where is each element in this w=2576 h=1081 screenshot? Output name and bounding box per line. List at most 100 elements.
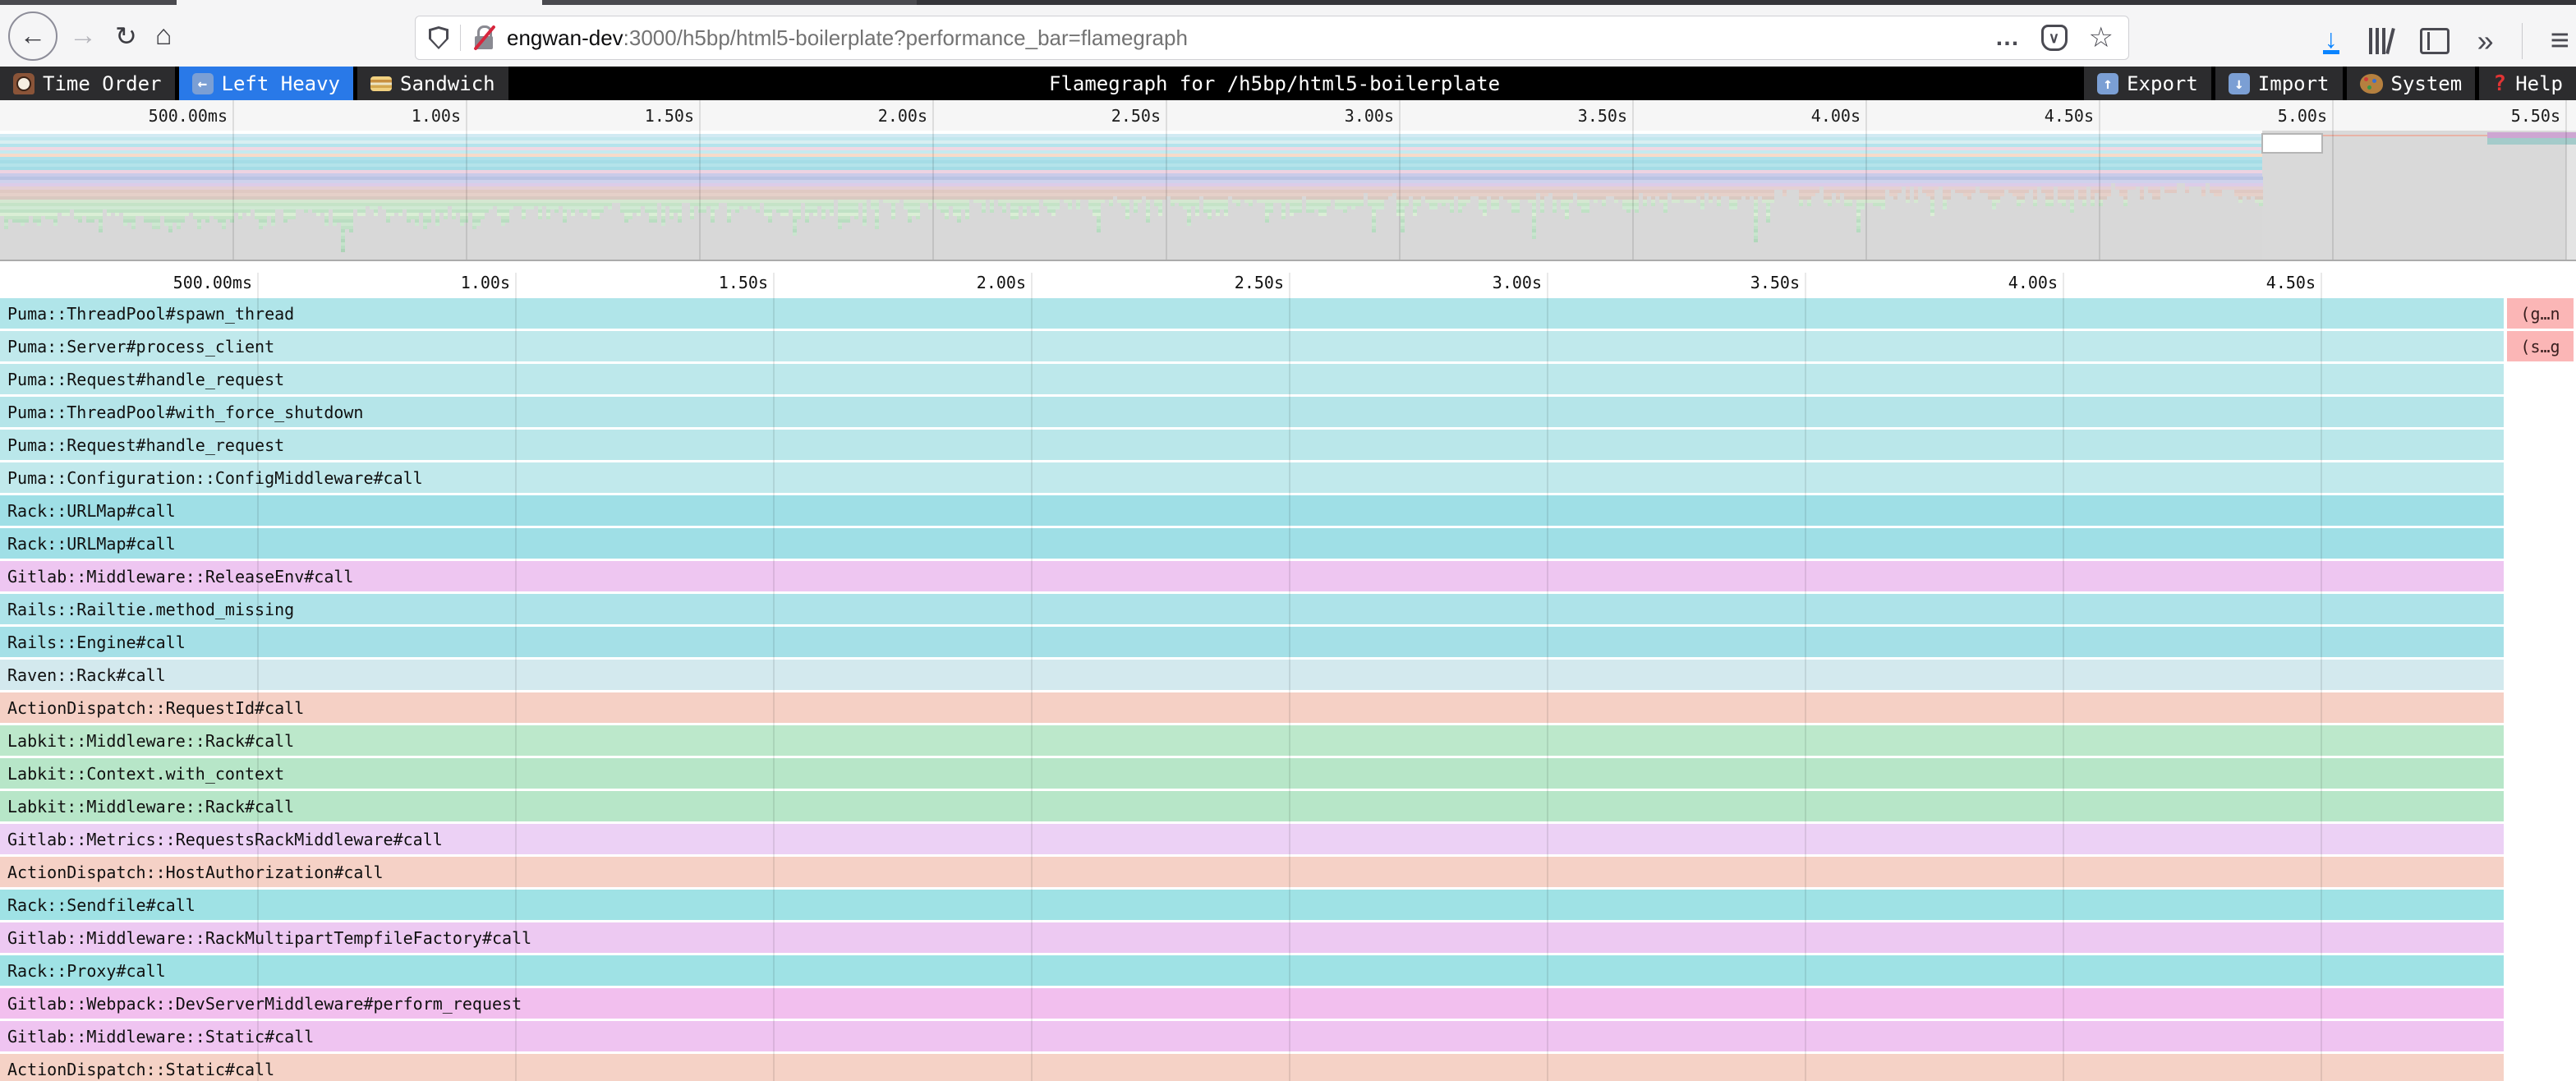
flame-frame[interactable]: Puma::Configuration::ConfigMiddleware#ca… (0, 462, 2504, 493)
time-tick-label: 4.50s (2266, 273, 2316, 292)
minimap-viewport-box[interactable] (2261, 133, 2323, 154)
flame-frame[interactable]: Rails::Engine#call (0, 627, 2504, 657)
tab-label: Time Order (43, 71, 162, 95)
flame-frame[interactable]: Gitlab::Middleware::RackMultipartTempfil… (0, 922, 2504, 953)
minimap-bottom-border (0, 260, 2576, 261)
home-button[interactable]: ⌂ (155, 20, 172, 52)
flame-frame[interactable]: Labkit::Context.with_context (0, 758, 2504, 789)
url-input[interactable]: engwan-dev:3000/h5bp/html5-boilerplate?p… (507, 25, 1188, 51)
flame-frame[interactable]: Rails::Railtie.method_missing (0, 594, 2504, 624)
tab-label: Left Heavy (221, 71, 341, 95)
minimap-tick-label: 1.00s (411, 106, 461, 126)
button-label: System (2390, 71, 2463, 95)
reload-button[interactable]: ↻ (115, 21, 137, 52)
import-button[interactable]: ↓ Import (2215, 67, 2343, 100)
import-icon: ↓ (2228, 72, 2250, 94)
toolbar-actions: ↑ Export ↓ Import System? Help (2080, 67, 2576, 100)
export-icon: ↑ (2097, 72, 2119, 94)
palette-icon (2359, 73, 2383, 94)
tab-sandwich[interactable]: Sandwich (357, 67, 508, 100)
time-gridline (2321, 273, 2322, 1081)
left-arrow-icon: ← (191, 72, 214, 94)
help-button[interactable]: ? Help (2479, 67, 2576, 100)
pocket-icon[interactable]: ∨ (2040, 25, 2068, 51)
minimap[interactable]: 500.00ms 1.00s 1.50s 2.00s 2.50s 3.00s 3.50s 4.… (0, 100, 2576, 261)
minimap-tick-label: 3.50s (1577, 106, 1627, 126)
download-icon[interactable]: ↓ (2322, 23, 2339, 55)
browser-toolbar: ← → ↻ ⌂ engwan-dev:3000/h5bp/html5-boile… (0, 5, 2576, 67)
minimap-tick-label: 1.50s (644, 106, 694, 126)
flame-frame[interactable]: Rack::URLMap#call (0, 495, 2504, 526)
inactive-tab-edge (0, 0, 177, 5)
url-path: :3000/h5bp/html5-boilerplate?performance… (623, 25, 1188, 50)
flame-frame[interactable]: Puma::Request#handle_request (0, 364, 2504, 394)
overflow-chevrons-icon[interactable]: » (2477, 23, 2494, 58)
flame-frame[interactable]: Raven::Rack#call (0, 660, 2504, 690)
tab-time-order[interactable]: Time Order (0, 67, 175, 100)
export-button[interactable]: ↑ Export (2084, 67, 2211, 100)
time-gridline (515, 273, 517, 1081)
time-tick-label: 500.00ms (172, 273, 252, 292)
flame-frame[interactable]: Labkit::Middleware::Rack#call (0, 791, 2504, 821)
tab-left-heavy[interactable]: ← Left Heavy (178, 67, 353, 100)
time-gridline (2063, 273, 2064, 1081)
flame-frame[interactable]: Gitlab::Webpack::DevServerMiddleware#per… (0, 988, 2504, 1019)
button-label: Import (2257, 71, 2330, 95)
sidebar-icon[interactable] (2419, 27, 2450, 54)
time-gridline (1805, 273, 1806, 1081)
minimap-tick-label: 500.00ms (148, 106, 228, 126)
minimap-gridline (466, 100, 467, 260)
minimap-time-axis: 500.00ms 1.00s 1.50s 2.00s 2.50s 3.00s 3.50s 4.… (0, 100, 2576, 131)
time-gridline (1547, 273, 1548, 1081)
minimap-gridline (932, 100, 934, 260)
time-tick-label: 3.00s (1492, 273, 1542, 292)
page-title: Flamegraph for /h5bp/html5-boilerplate (1048, 71, 1501, 95)
active-tab-edge[interactable] (177, 0, 542, 5)
flame-frame[interactable]: Rack::URLMap#call (0, 528, 2504, 559)
flame-frame-clipped[interactable]: (s…g (2507, 331, 2574, 361)
back-button[interactable]: ← (8, 11, 58, 61)
flame-frame[interactable]: ActionDispatch::RequestId#call (0, 692, 2504, 723)
library-icon[interactable] (2367, 27, 2395, 54)
urlbar-divider (460, 25, 461, 51)
flame-frame[interactable]: Labkit::Middleware::Rack#call (0, 725, 2504, 756)
flame-frame[interactable]: Gitlab::Metrics::RequestsRackMiddleware#… (0, 824, 2504, 854)
system-button[interactable]: System (2346, 67, 2476, 100)
help-icon: ? (2493, 71, 2507, 96)
flame-frame[interactable]: Gitlab::Middleware::ReleaseEnv#call (0, 561, 2504, 591)
time-tick-label: 1.00s (460, 273, 510, 292)
minimap-canvas[interactable] (0, 131, 2576, 260)
minimap-tick-label: 4.50s (2044, 106, 2094, 126)
minimap-tick-label: 4.00s (1810, 106, 1861, 126)
minimap-gridline (1399, 100, 1401, 260)
flame-frame[interactable]: Rack::Sendfile#call (0, 890, 2504, 920)
button-label: Help (2515, 71, 2563, 95)
browser-tabstrip (0, 0, 2576, 5)
minimap-gridline (1632, 100, 1634, 260)
bookmark-star-icon[interactable]: ☆ (2088, 22, 2114, 53)
tab-label: Sandwich (400, 71, 495, 95)
time-gridline (773, 273, 775, 1081)
menu-icon[interactable]: ≡ (2550, 22, 2569, 58)
flame-frame[interactable]: ActionDispatch::HostAuthorization#call (0, 857, 2504, 887)
forward-button[interactable]: → (69, 20, 97, 52)
flame-frame-clipped[interactable]: (g…n (2507, 298, 2574, 329)
minimap-tick-label: 5.50s (2510, 106, 2560, 126)
flame-frame[interactable]: Rack::Proxy#call (0, 955, 2504, 986)
insecure-lock-icon[interactable] (472, 24, 497, 52)
flame-frame[interactable]: Gitlab::Middleware::Static#call (0, 1021, 2504, 1051)
minimap-gridline (2565, 100, 2567, 260)
flame-frame[interactable]: Puma::Request#handle_request (0, 430, 2504, 460)
url-host: engwan-dev (507, 25, 623, 50)
flame-frame[interactable]: ActionDispatch::Static#call (0, 1054, 2504, 1081)
time-gridline (1031, 273, 1033, 1081)
reload-icon: ↻ (115, 21, 137, 51)
url-bar[interactable]: engwan-dev:3000/h5bp/html5-boilerplate?p… (415, 16, 2129, 60)
minimap-tick-label: 5.00s (2277, 106, 2327, 126)
forward-icon: → (69, 20, 97, 51)
flame-frame[interactable]: Puma::Server#process_client (0, 331, 2504, 361)
flame-frame[interactable]: Puma::ThreadPool#with_force_shutdown (0, 397, 2504, 427)
flame-frame[interactable]: Puma::ThreadPool#spawn_thread (0, 298, 2504, 329)
